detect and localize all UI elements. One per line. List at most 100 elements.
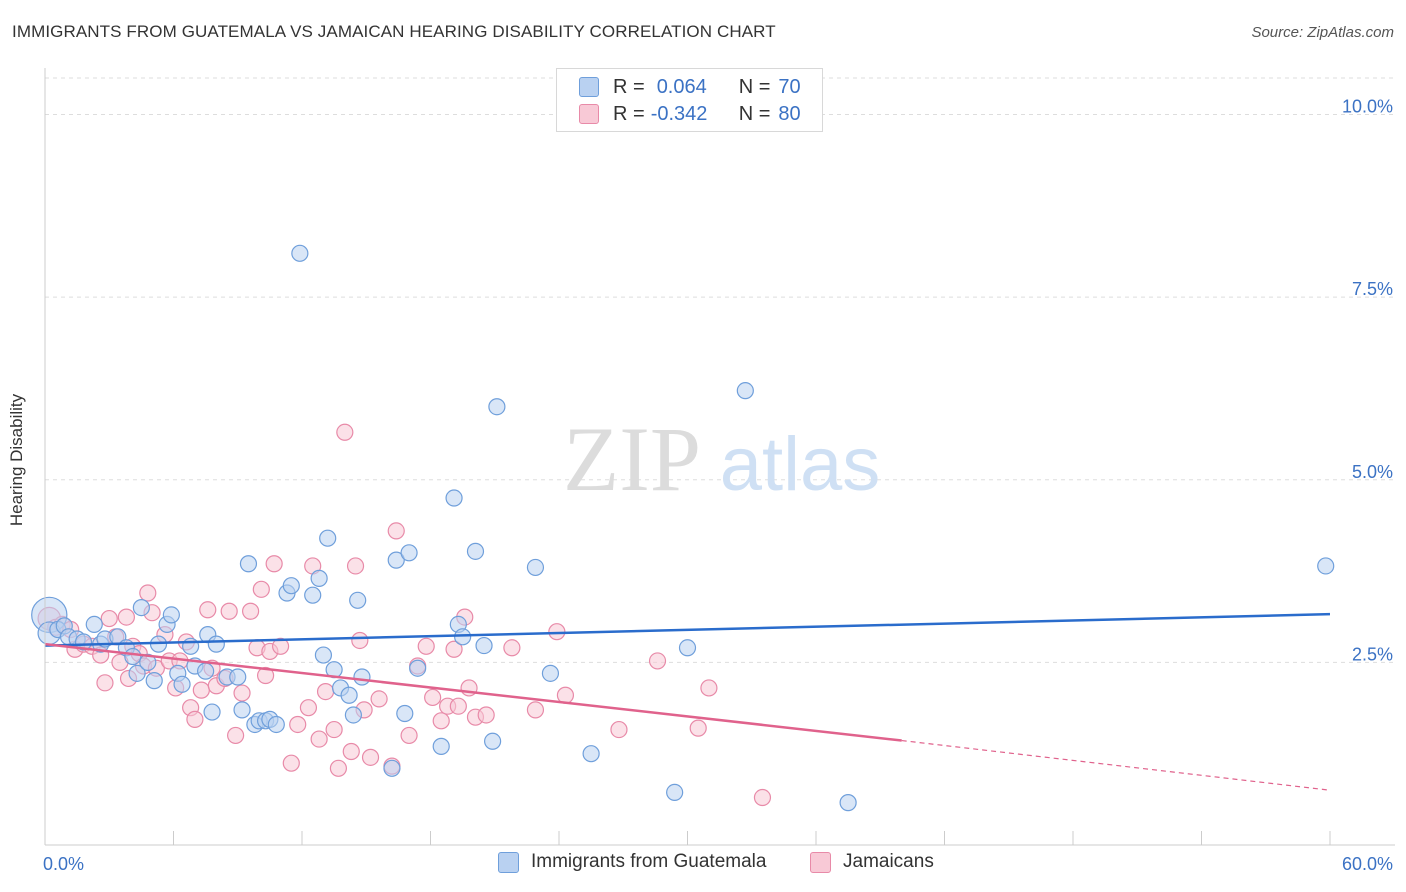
data-point (100, 609, 118, 628)
n-value: 70 (778, 75, 801, 98)
r-value: -0.342 (650, 102, 708, 125)
trend-line-jamaicans (44, 642, 902, 742)
data-point (299, 699, 318, 717)
data-point (186, 710, 204, 728)
stats-legend: R = 0.064 N = 70 R = -0.342 N = 80 (556, 68, 823, 132)
n-label: N = (738, 102, 771, 125)
data-point (484, 732, 502, 750)
y-tick-label: 5.0% (1352, 462, 1393, 482)
data-point (310, 569, 328, 587)
data-point (316, 682, 335, 701)
data-point (267, 715, 285, 734)
data-point (139, 584, 157, 602)
legend-label: Jamaicans (843, 851, 934, 872)
data-point (361, 748, 380, 766)
r-label: R = (613, 102, 645, 125)
data-point (117, 608, 135, 626)
source-label: Source: ZipAtlas.com (1251, 24, 1394, 41)
data-point (304, 586, 322, 604)
data-point (242, 602, 260, 620)
data-point (271, 637, 290, 655)
data-point (689, 719, 707, 737)
data-point (541, 664, 560, 682)
data-point (445, 640, 463, 658)
data-point (396, 704, 414, 723)
series-legend: Immigrants from Guatemala Jamaicans (0, 851, 1406, 877)
data-point (329, 759, 348, 777)
data-point (1317, 557, 1335, 575)
data-point (454, 628, 472, 646)
watermark-atlas: atlas (720, 422, 881, 507)
data-point (477, 706, 495, 724)
data-point (353, 668, 371, 686)
data-point (344, 706, 362, 724)
y-tick-label: 2.5% (1352, 644, 1393, 664)
pink-swatch (810, 851, 831, 873)
n-label: N = (738, 75, 771, 98)
data-point (610, 720, 628, 739)
data-point (282, 754, 300, 772)
data-point (265, 555, 283, 573)
data-point (207, 635, 225, 653)
data-point (526, 701, 545, 719)
data-point (282, 577, 300, 595)
data-point (346, 557, 365, 575)
data-point (340, 686, 358, 704)
data-point (351, 631, 369, 650)
data-point (342, 742, 360, 761)
data-point (139, 653, 157, 671)
data-point (239, 555, 258, 573)
data-point (488, 398, 506, 416)
data-point (85, 615, 103, 633)
data-point (162, 606, 180, 624)
data-point (145, 672, 163, 690)
data-point (475, 636, 493, 655)
data-point (445, 489, 463, 507)
data-point (233, 684, 251, 702)
data-point (256, 666, 275, 685)
data-point (325, 720, 343, 739)
data-point (220, 602, 238, 620)
data-point (336, 423, 354, 441)
data-point (349, 591, 367, 609)
pink-swatch (579, 104, 599, 124)
stats-row-guatemala: R = 0.064 N = 70 (579, 75, 801, 99)
data-point (229, 668, 247, 686)
data-point (383, 759, 401, 777)
data-point (417, 637, 435, 655)
trend-line-jamaicans-extension (901, 739, 1331, 791)
data-point (199, 601, 217, 619)
data-point (192, 681, 210, 699)
data-point (132, 598, 150, 617)
data-point (753, 788, 772, 807)
data-point (424, 688, 442, 707)
data-point (387, 522, 405, 540)
data-point (678, 639, 697, 657)
data-point (409, 659, 427, 677)
data-point (466, 542, 485, 560)
data-point (203, 703, 221, 721)
data-point (582, 745, 600, 763)
data-point (314, 646, 333, 664)
r-value: 0.064 (656, 75, 707, 98)
watermark-zip: ZIP (563, 408, 701, 510)
data-point (252, 580, 270, 598)
legend-item-guatemala[interactable]: Immigrants from Guatemala (498, 851, 766, 873)
data-point (736, 382, 754, 400)
data-point (432, 712, 450, 730)
data-point (839, 794, 857, 812)
data-point (291, 244, 309, 262)
y-tick-label: 10.0% (1342, 97, 1393, 117)
data-point (310, 730, 328, 748)
data-point (197, 662, 215, 680)
x-tick-label: 60.0% (1342, 854, 1393, 874)
data-point (96, 674, 114, 692)
legend-item-jamaicans[interactable]: Jamaicans (810, 851, 934, 873)
data-point (173, 675, 191, 693)
data-point (128, 664, 146, 682)
data-point (387, 551, 405, 569)
data-point (227, 726, 245, 745)
data-point (449, 697, 467, 715)
data-point (233, 701, 251, 719)
